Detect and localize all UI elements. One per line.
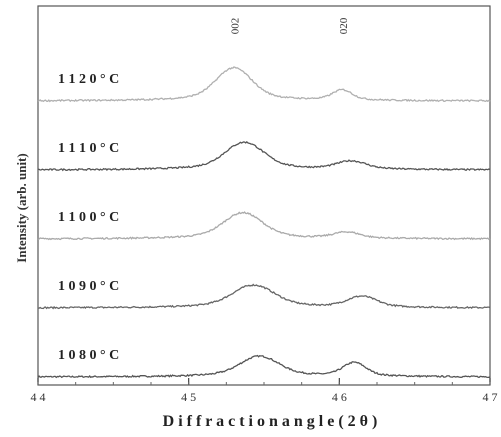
series-line-2 xyxy=(37,211,491,241)
x-tick-label-46: 4 6 xyxy=(332,390,347,404)
y-axis-label: Intensity (arb. unit) xyxy=(14,153,29,262)
series-label-0: 1 0 8 0 ° C xyxy=(58,348,119,363)
peak-label-1: 020 xyxy=(338,17,350,34)
plot-border xyxy=(37,5,491,386)
series-labels: 1 0 8 0 ° C 1 0 9 0 ° C 1 1 0 0 ° C 1 1 1 0… xyxy=(58,72,119,363)
x-tick-label-45: 4 5 xyxy=(181,390,196,404)
series-line-3 xyxy=(37,141,491,172)
x-tick-label-44: 4 4 xyxy=(31,390,46,404)
x-tick-label-47: 4 7 xyxy=(483,390,498,404)
series-line-1 xyxy=(37,283,491,310)
series-label-4: 1 1 2 0 ° C xyxy=(58,72,119,87)
x-axis: 4 4 4 5 4 6 4 7 xyxy=(31,378,498,404)
plot-frame xyxy=(37,5,491,386)
peak-label-0: 002 xyxy=(229,18,241,35)
series-label-1: 1 0 9 0 ° C xyxy=(58,279,119,294)
series-label-2: 1 1 0 0 ° C xyxy=(58,210,119,225)
series-line-4 xyxy=(37,66,491,103)
diffraction-curves xyxy=(37,66,491,379)
x-axis-label: D i f f r a c t i o n a n g l e ( 2 θ ) xyxy=(163,413,378,430)
peak-annotations: 002 020 xyxy=(229,17,349,34)
series-line-0 xyxy=(37,354,491,379)
series-label-3: 1 1 1 0 ° C xyxy=(58,141,119,156)
